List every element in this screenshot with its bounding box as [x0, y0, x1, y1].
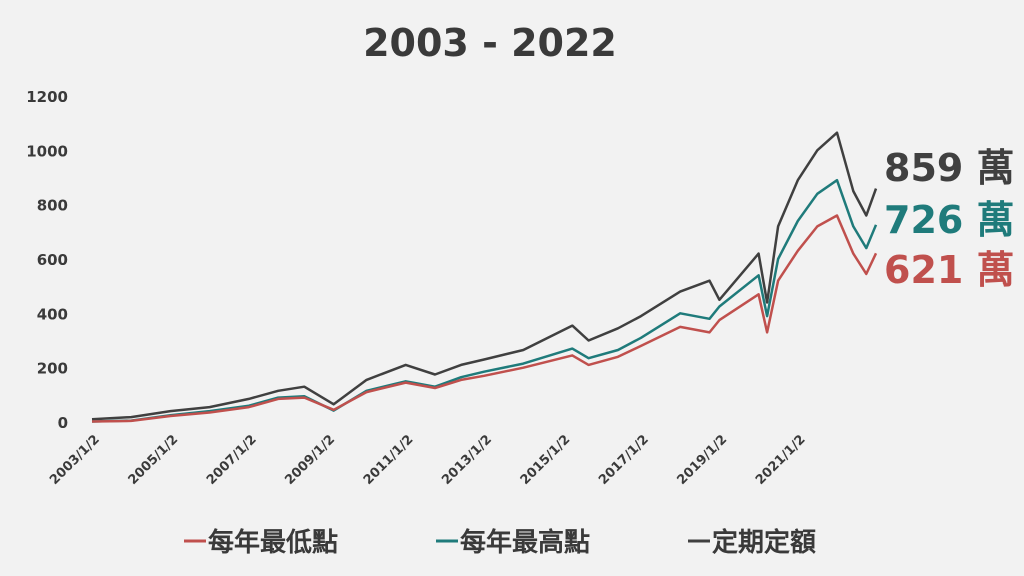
chart-title: 2003 - 2022: [363, 21, 617, 65]
series-line-2: [91, 131, 878, 421]
y-tick-label: 200: [37, 360, 68, 378]
y-tick-label: 1200: [26, 88, 68, 106]
y-tick-label: 800: [37, 197, 68, 215]
x-tick-label: 2007/1/2: [204, 432, 260, 488]
legend-label-0: 每年最低點: [208, 527, 338, 558]
legend: 每年最低點 每年最高點 定期定額: [184, 527, 816, 558]
x-tick-label: 2013/1/2: [439, 432, 495, 488]
end-label-2: 859 萬: [884, 146, 1015, 190]
series-line-1: [91, 178, 878, 423]
legend-label-2: 定期定額: [712, 527, 816, 558]
y-tick-label: 1000: [26, 142, 68, 160]
x-tick-label: 2021/1/2: [753, 432, 809, 488]
x-tick-label: 2003/1/2: [47, 432, 103, 488]
legend-label-1: 每年最高點: [460, 527, 590, 558]
y-tick-label: 600: [37, 251, 68, 269]
y-tick-label: 0: [58, 414, 68, 432]
x-tick-label: 2017/1/2: [596, 432, 652, 488]
end-labels: 621 萬 726 萬 859 萬: [884, 146, 1015, 292]
x-tick-label: 2009/1/2: [282, 432, 338, 488]
end-label-0: 621 萬: [884, 248, 1015, 292]
x-tick-label: 2011/1/2: [361, 432, 417, 488]
end-label-1: 726 萬: [884, 198, 1015, 242]
x-tick-label: 2005/1/2: [126, 432, 182, 488]
y-tick-label: 400: [37, 305, 68, 323]
x-axis: 2003/1/2 2005/1/2 2007/1/2 2009/1/2 2011/1/2…: [47, 432, 809, 488]
y-axis: 0 200 400 600 800 1000 1200: [26, 88, 68, 432]
x-tick-label: 2015/1/2: [518, 432, 574, 488]
plot-area: [91, 131, 878, 423]
x-tick-label: 2019/1/2: [675, 432, 731, 488]
series-line-0: [91, 214, 878, 423]
